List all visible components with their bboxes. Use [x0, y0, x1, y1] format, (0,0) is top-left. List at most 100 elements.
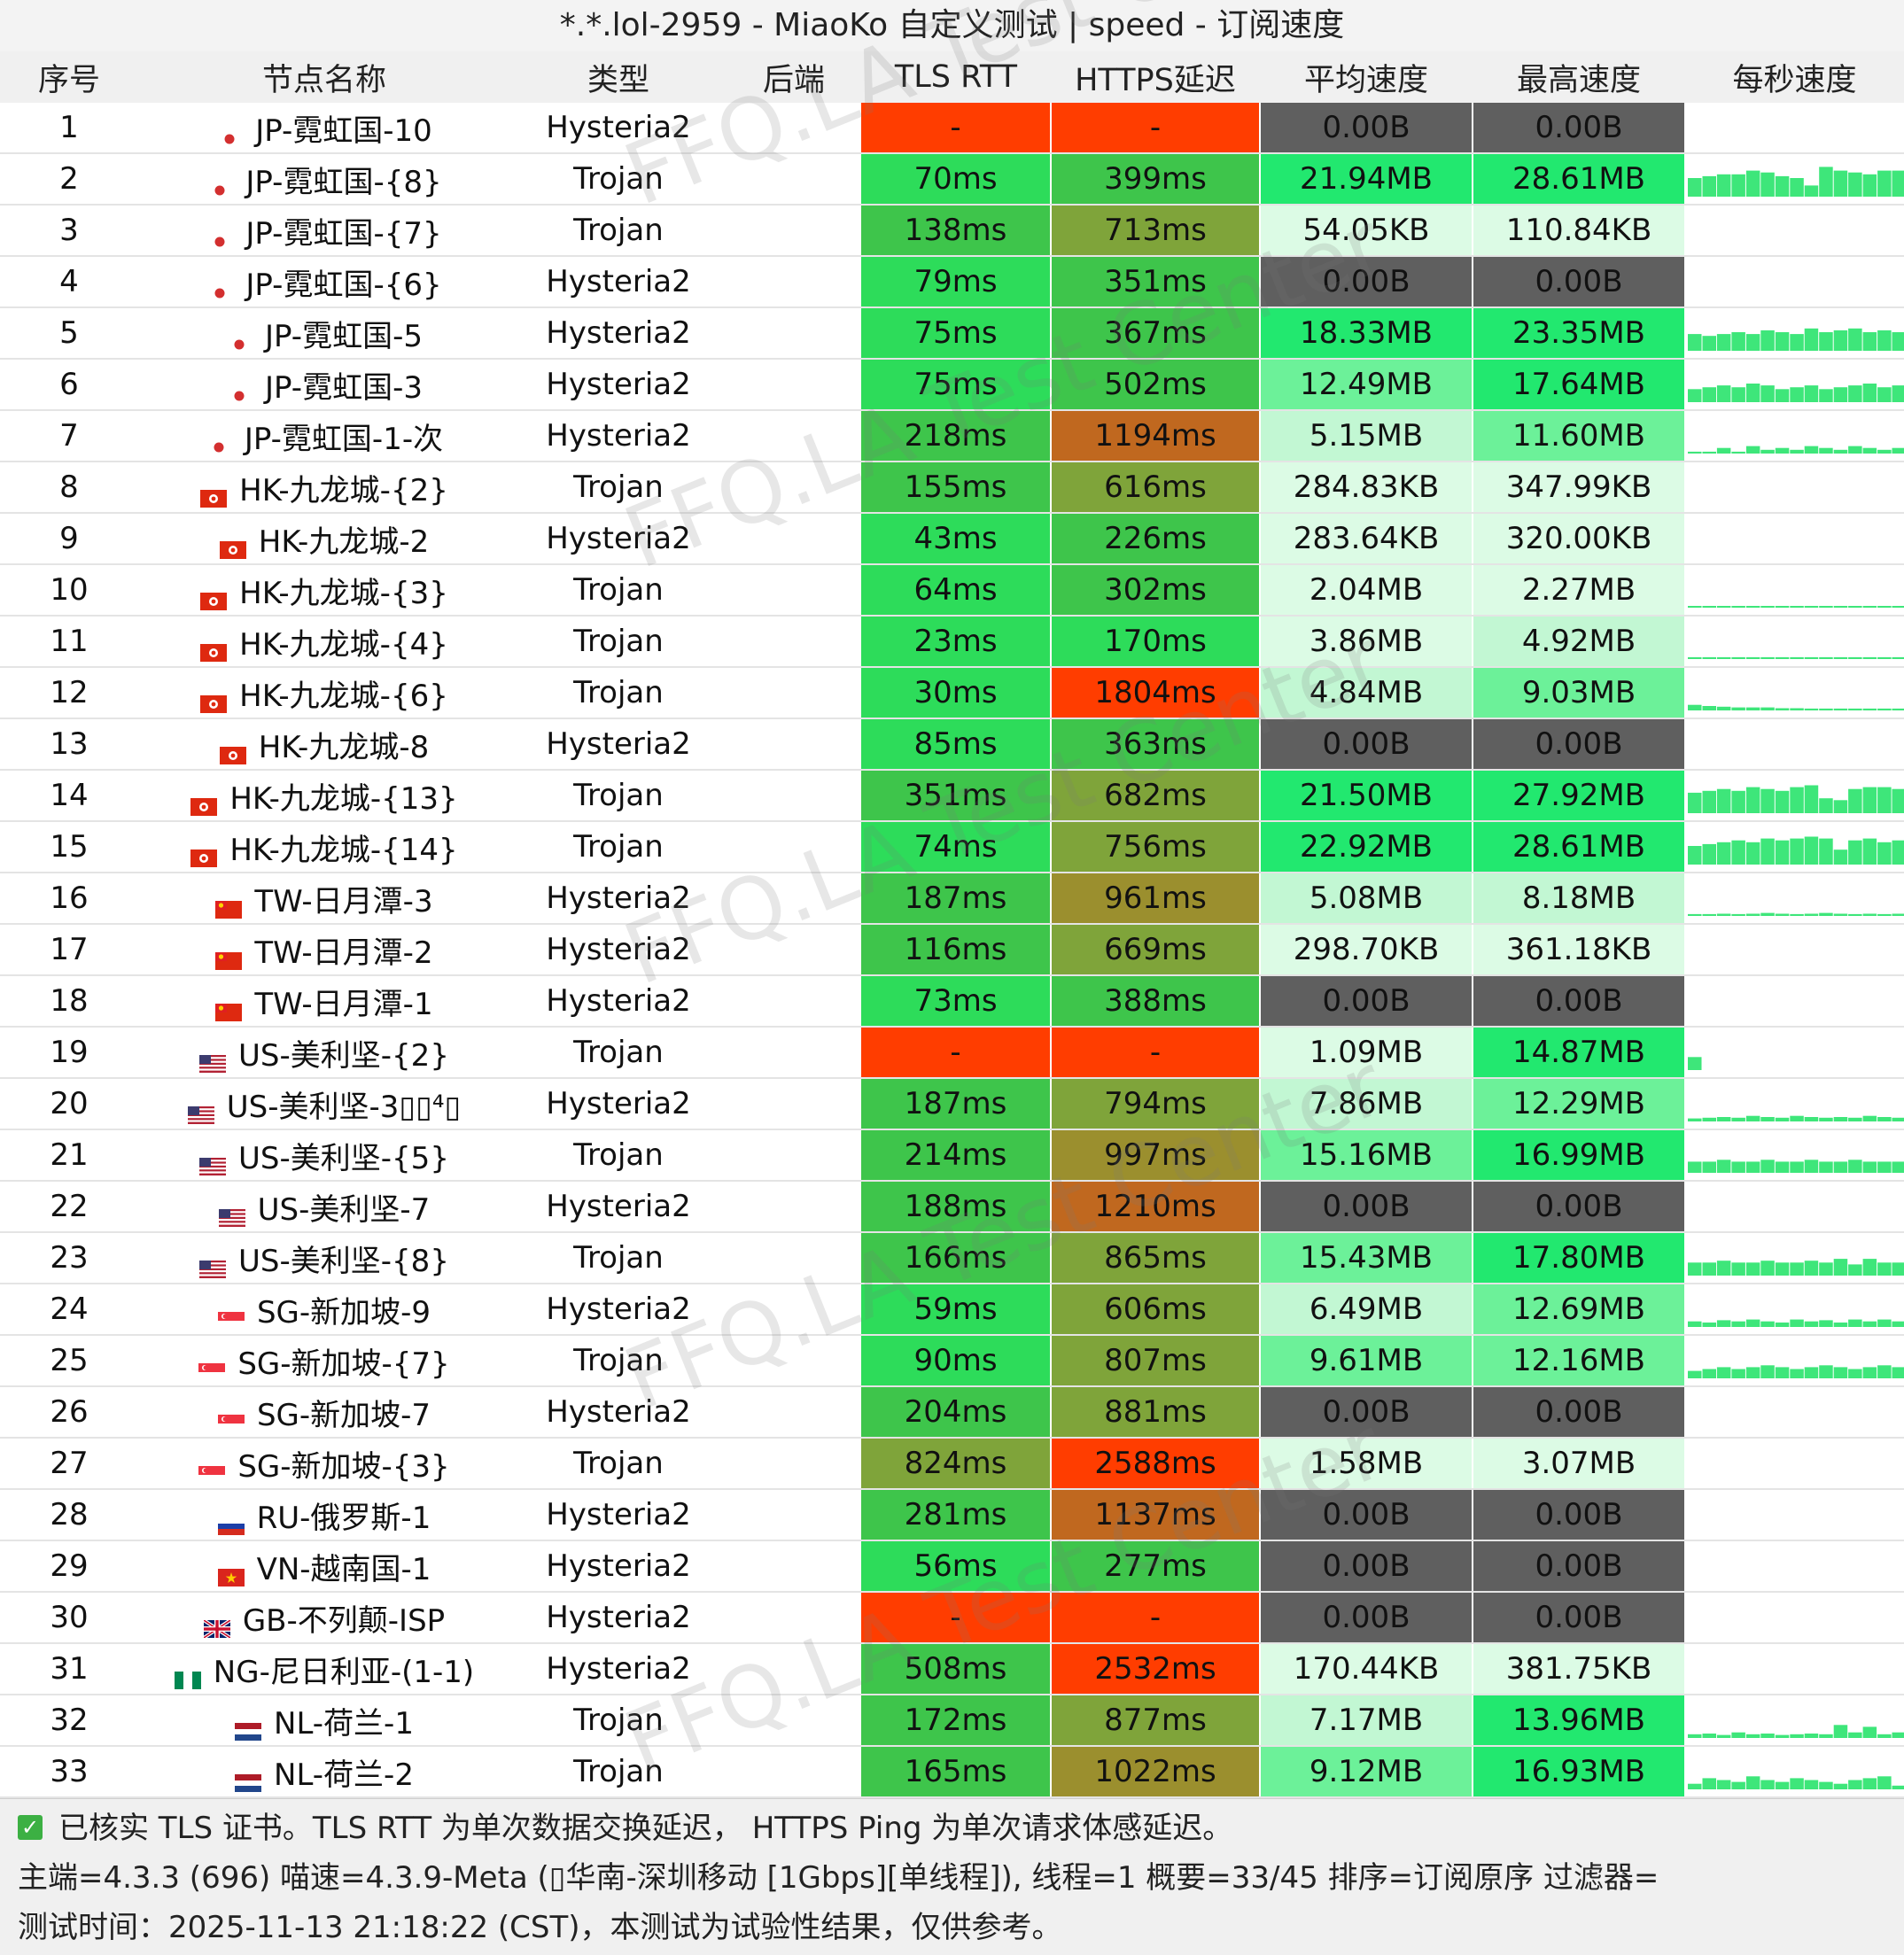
row-index: 23 — [0, 1232, 138, 1284]
max-speed-cell: 0.00B — [1473, 1181, 1685, 1232]
https-latency-cell: - — [1051, 1592, 1260, 1643]
speed-bar — [1731, 387, 1745, 402]
max-speed-cell: 0.00B — [1473, 1540, 1685, 1592]
speed-bar — [1717, 789, 1731, 813]
speed-bar — [1760, 1734, 1775, 1738]
speed-bar — [1703, 914, 1717, 916]
speed-graph-cell — [1685, 718, 1904, 770]
speed-bar — [1790, 178, 1804, 197]
speed-graph-cell — [1685, 1284, 1904, 1335]
header-backend[interactable]: 后端 — [727, 51, 861, 103]
header-https-latency[interactable]: HTTPS延迟 — [1051, 51, 1260, 103]
speed-graph-cell — [1685, 1695, 1904, 1746]
node-type: Hysteria2 — [510, 975, 727, 1027]
speed-bar — [1834, 1161, 1848, 1173]
row-index: 26 — [0, 1386, 138, 1438]
node-type: Hysteria2 — [510, 718, 727, 770]
avg-speed-cell: 170.44KB — [1260, 1643, 1473, 1695]
flag-sg-icon — [218, 1405, 245, 1423]
speed-bar — [1760, 606, 1775, 608]
row-index: 5 — [0, 307, 138, 359]
max-speed-cell: 17.64MB — [1473, 359, 1685, 410]
checkbox-checked-icon: ✓ — [18, 1815, 43, 1840]
speed-graph-cell — [1685, 205, 1904, 256]
header-max-speed[interactable]: 最高速度 — [1473, 51, 1685, 103]
speed-bar — [1776, 606, 1790, 608]
speed-bar — [1760, 1117, 1775, 1121]
header-type[interactable]: 类型 — [510, 51, 727, 103]
node-type: Trojan — [510, 1438, 727, 1489]
speed-bar — [1760, 1322, 1775, 1327]
max-speed-cell: 361.18KB — [1473, 924, 1685, 975]
tls-rtt-cell: 281ms — [861, 1489, 1051, 1540]
row-index: 30 — [0, 1592, 138, 1643]
speed-sparkline — [1686, 154, 1904, 204]
node-backend — [727, 153, 861, 205]
header-per-second-speed[interactable]: 每秒速度 — [1685, 51, 1904, 103]
speed-bar — [1790, 1778, 1804, 1789]
header-tls-rtt[interactable]: TLS RTT — [861, 51, 1051, 103]
speed-bar — [1819, 1118, 1833, 1121]
tls-rtt-cell: 155ms — [861, 462, 1051, 513]
header-node-name[interactable]: 节点名称 — [138, 51, 510, 103]
node-name: US-美利坚-{8} — [238, 1244, 449, 1279]
https-latency-cell: 2532ms — [1051, 1643, 1260, 1695]
tls-rtt-cell: 79ms — [861, 256, 1051, 307]
speed-bar — [1848, 1780, 1862, 1790]
node-type: Hysteria2 — [510, 307, 727, 359]
node-name-cell: HK-九龙城-8 — [138, 718, 510, 770]
speed-bar — [1688, 657, 1702, 659]
node-backend — [727, 462, 861, 513]
speed-bar — [1760, 839, 1775, 865]
tls-rtt-cell: 64ms — [861, 564, 1051, 616]
speed-bar — [1805, 1261, 1819, 1276]
speed-bar — [1877, 1161, 1892, 1173]
max-speed-cell: 8.18MB — [1473, 873, 1685, 924]
header-avg-speed[interactable]: 平均速度 — [1260, 51, 1473, 103]
header-index[interactable]: 序号 — [0, 51, 138, 103]
max-speed-cell: 0.00B — [1473, 1386, 1685, 1438]
node-name: TW-日月潭-2 — [254, 935, 432, 971]
node-name-cell: NL-荷兰-2 — [138, 1746, 510, 1797]
tls-rtt-cell: 214ms — [861, 1129, 1051, 1181]
max-speed-cell: 16.99MB — [1473, 1129, 1685, 1181]
node-type: Hysteria2 — [510, 513, 727, 564]
avg-speed-cell: 21.94MB — [1260, 153, 1473, 205]
speed-sparkline — [1686, 1695, 1904, 1745]
avg-speed-cell: 2.04MB — [1260, 564, 1473, 616]
table-header-row: 序号 节点名称 类型 后端 TLS RTT HTTPS延迟 平均速度 最高速度 … — [0, 51, 1904, 103]
